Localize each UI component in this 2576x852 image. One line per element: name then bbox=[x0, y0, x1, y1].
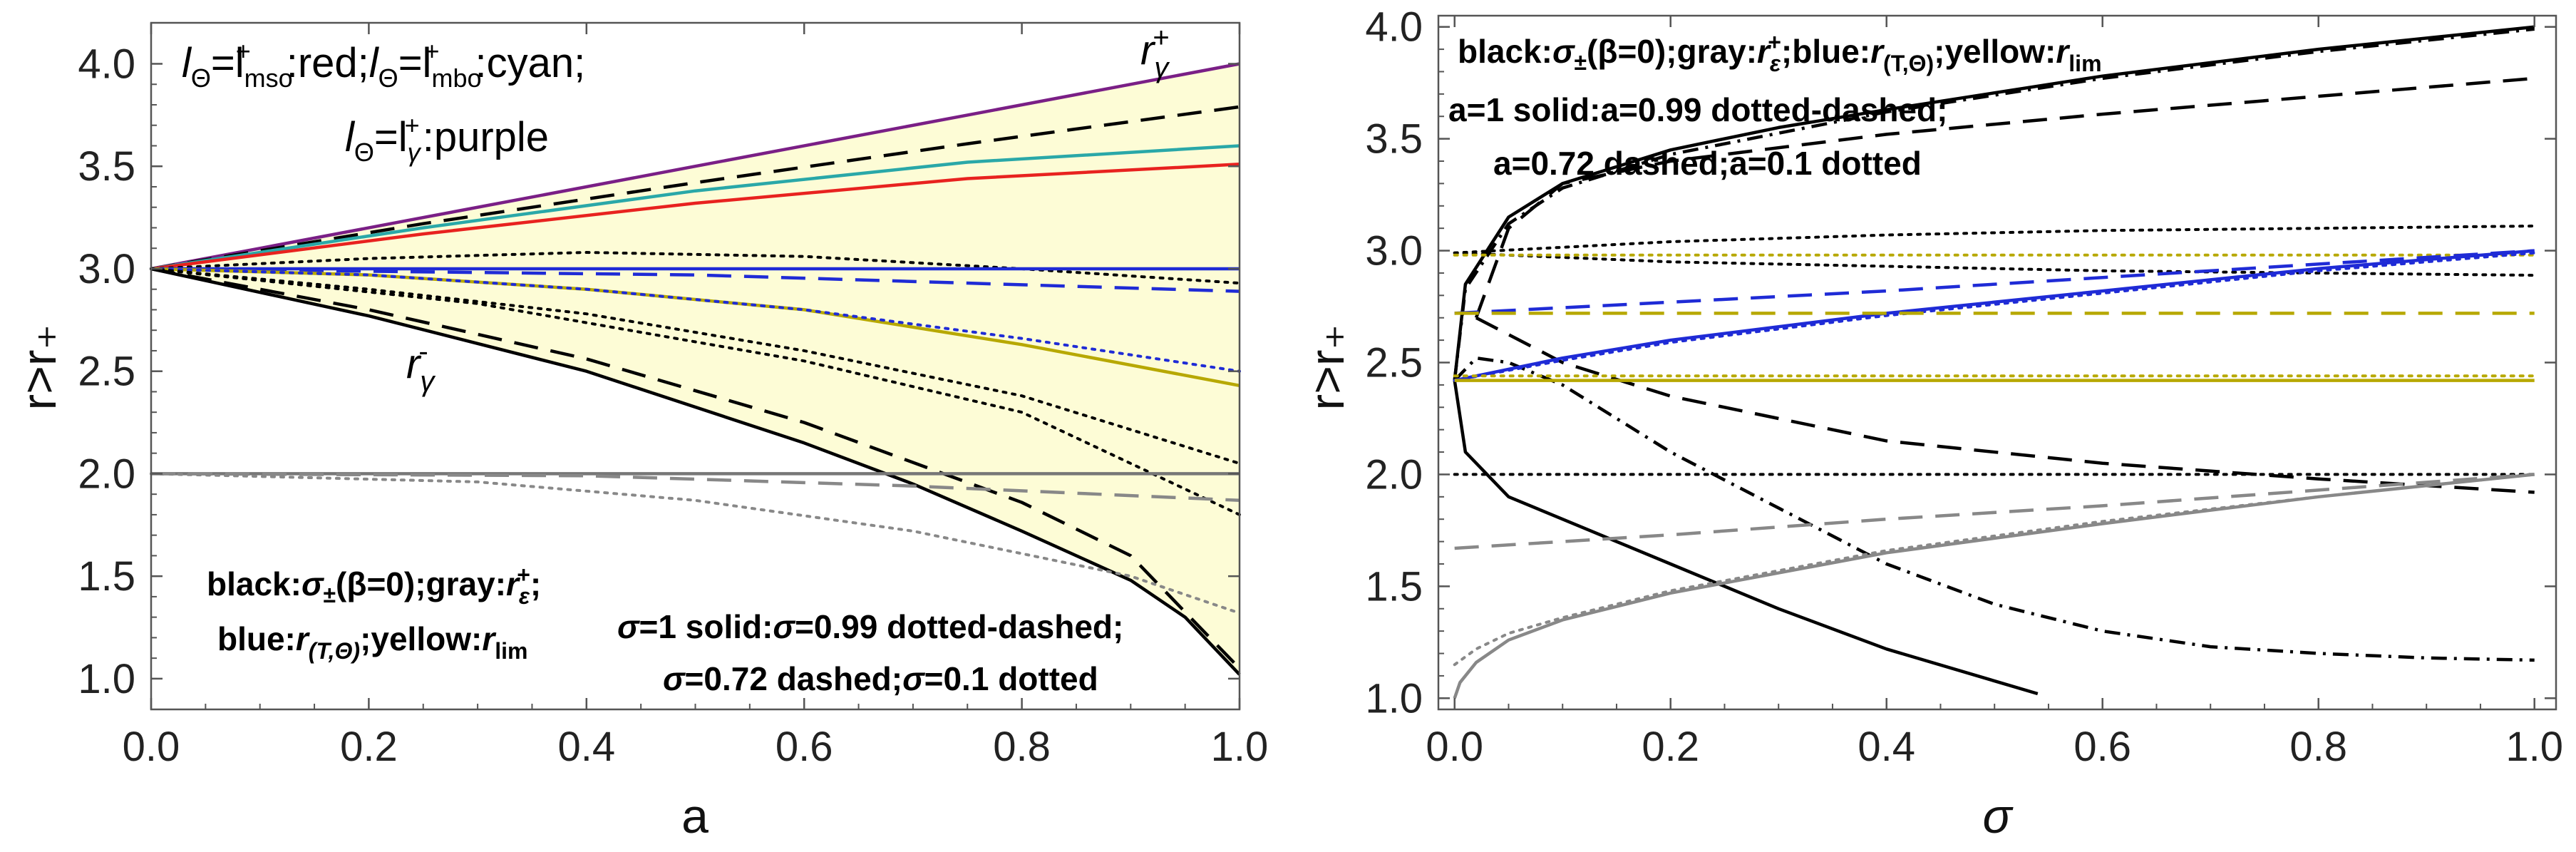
y-tick-label: 3.0 bbox=[78, 246, 135, 292]
series-black-dotted-lower bbox=[1453, 251, 2536, 277]
series-blue-dashed bbox=[150, 267, 1240, 293]
series-blue-dashed bbox=[1454, 249, 2535, 315]
y-tick-label: 2.0 bbox=[1365, 451, 1423, 498]
left-series-group bbox=[150, 62, 1241, 676]
y-tick-label: 4.0 bbox=[78, 41, 135, 87]
left-ylabel: r>r₊ bbox=[12, 324, 66, 411]
series-purple-upper bbox=[150, 62, 1240, 271]
y-tick-label: 2.0 bbox=[78, 451, 135, 497]
left-ann-top: lΘ=lmso+:red;lΘ=lmbo+:cyan; bbox=[182, 36, 585, 93]
series-black-dotted-mid bbox=[150, 267, 1241, 465]
series-black-dotdash-lower bbox=[1453, 356, 2535, 662]
y-tick-label: 3.5 bbox=[78, 143, 135, 190]
series-black-dashed-lower bbox=[1475, 316, 2535, 494]
left-legend-2: blue:r(T,Θ);yellow:rlim bbox=[217, 620, 527, 664]
series-gray-dashed bbox=[1454, 473, 2535, 550]
x-tick-label: 0.2 bbox=[340, 724, 398, 770]
series-black-dashed-upper bbox=[1474, 76, 2535, 319]
series-blue-dotted bbox=[1453, 251, 2536, 382]
x-tick-label: 0.8 bbox=[993, 724, 1051, 770]
series-gray-dashed bbox=[150, 472, 1240, 503]
series-black-dashed-lower bbox=[150, 267, 1241, 670]
right-ylabel: r>r₊ bbox=[1300, 324, 1354, 411]
series-gray-dotted bbox=[150, 472, 1241, 615]
right-series-group bbox=[1453, 25, 2536, 699]
series-black-dotted-upper bbox=[1453, 225, 2536, 255]
shaded-region-fill bbox=[151, 63, 1240, 675]
series-black-solid-upper bbox=[1453, 25, 2535, 381]
series-red bbox=[150, 163, 1240, 271]
right-chart: 0.0 0.2 0.4 0.6 0.8 1.01.01.52.02.53.03.54.0 … bbox=[1300, 4, 2563, 843]
y-tick-label: 2.5 bbox=[1365, 340, 1423, 386]
series-blue-solid bbox=[1454, 249, 2535, 382]
left-ticks: 0.0 0.2 0.4 0.6 0.8 1.0 1.0 1.5 2.0 2.5 3.0 3.5 4.0 bbox=[78, 23, 1268, 770]
series-yellow-solid bbox=[150, 267, 1240, 388]
y-tick-label: 1.5 bbox=[1365, 563, 1423, 610]
left-shaded-region bbox=[151, 63, 1240, 675]
left-ann-mid: lΘ=lγ+:purple bbox=[345, 111, 549, 167]
x-tick-label: 0.6 bbox=[2073, 724, 2131, 770]
series-black-solid-lower bbox=[150, 267, 1241, 676]
x-tick-label: 0.8 bbox=[2289, 724, 2347, 770]
left-legend-4: σ=0.72 dashed;σ=0.1 dotted bbox=[663, 660, 1098, 697]
series-gray-solid bbox=[1453, 473, 2535, 699]
right-xlabel: σ bbox=[1982, 789, 2014, 843]
left-xlabel: a bbox=[681, 789, 709, 843]
x-tick-label: 1.0 bbox=[2505, 724, 2563, 770]
series-black-dotdash-upper bbox=[1453, 27, 2535, 381]
y-tick-label: 4.0 bbox=[1365, 4, 1423, 51]
left-legend-1: black:σ±(β=0);gray:rε+; bbox=[207, 562, 541, 609]
y-tick-label: 3.0 bbox=[1365, 228, 1423, 274]
left-label-rgamma-plus: rγ+ bbox=[1140, 22, 1170, 83]
series-black-dotted-upper bbox=[150, 251, 1241, 285]
y-tick-label: 3.5 bbox=[1365, 116, 1423, 163]
x-tick-label: 0.4 bbox=[1858, 724, 1915, 770]
x-tick-label: 0.2 bbox=[1642, 724, 1699, 770]
right-legend-2: a=1 solid:a=0.99 dotted-dashed; bbox=[1448, 91, 1947, 128]
left-legend-3: σ=1 solid:σ=0.99 dotted-dashed; bbox=[617, 608, 1123, 645]
left-chart: 0.0 0.2 0.4 0.6 0.8 1.01.01.52.02.53.03.54.0 … bbox=[12, 21, 1268, 843]
x-tick-label: 0.0 bbox=[1426, 724, 1483, 770]
right-legend-1: black:σ±(β=0);gray:rε+;blue:r(T,Θ);yello… bbox=[1458, 29, 2102, 76]
y-tick-label: 1.0 bbox=[78, 656, 135, 702]
series-black-solid-lower bbox=[1453, 380, 2039, 696]
series-black-dotted-low bbox=[150, 267, 1241, 516]
x-tick-label: 1.0 bbox=[1211, 724, 1269, 770]
y-tick-label: 2.5 bbox=[78, 349, 135, 395]
x-tick-label: 0.4 bbox=[557, 724, 615, 770]
series-cyan bbox=[150, 144, 1240, 271]
right-ticks: 0.0 0.2 0.4 0.6 0.8 1.0 1.0 1.5 2.0 2.5 3.0 3.5 4.0 bbox=[1365, 4, 2563, 770]
series-gray-dotted bbox=[1453, 473, 2536, 667]
left-label-rgamma-minus: rγ- bbox=[406, 336, 436, 397]
x-tick-label: 0.0 bbox=[123, 724, 180, 770]
series-blue-dotted bbox=[150, 267, 1241, 373]
x-tick-label: 0.6 bbox=[776, 724, 833, 770]
right-legend-3: a=0.72 dashed;a=0.1 dotted bbox=[1493, 145, 1922, 182]
y-tick-label: 1.0 bbox=[1365, 675, 1423, 722]
y-tick-label: 1.5 bbox=[78, 553, 135, 600]
